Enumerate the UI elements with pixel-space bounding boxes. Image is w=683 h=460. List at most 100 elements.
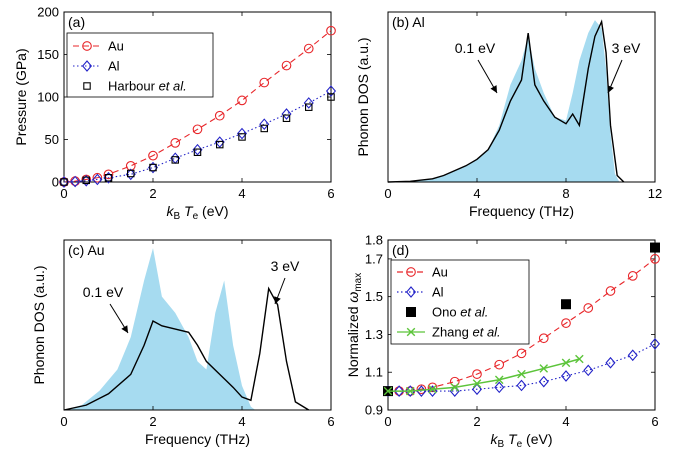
legend-marker: [405, 286, 417, 298]
y-axis-label: Phonon DOS (a.u.): [355, 37, 371, 156]
data-point: [472, 369, 482, 379]
data-point: [561, 299, 571, 310]
data-point: [561, 318, 571, 328]
x-tick-label: 4: [238, 186, 245, 201]
data-point: [238, 133, 246, 141]
panel-label: (a): [68, 14, 85, 30]
data-point: [428, 384, 437, 394]
data-point: [494, 381, 505, 394]
plot-frame: [387, 11, 656, 183]
annotation-arrowhead: [274, 296, 281, 304]
data-point: [538, 333, 549, 344]
legend-label: Al: [432, 285, 444, 300]
x-tick-label: 2: [149, 186, 156, 201]
data-point: [561, 358, 571, 368]
data-point: [450, 383, 460, 392]
data-point: [325, 85, 337, 97]
panel-c: 0 2 4 6 (c) Au 0.1 eV 3 eV Frequency (THz) Phono…: [31, 239, 335, 447]
data-point: [326, 25, 336, 36]
data-point: [304, 103, 313, 111]
data-point: [494, 375, 504, 385]
legend-marker: [83, 82, 91, 90]
data-point: [92, 173, 103, 186]
data-point: [627, 271, 638, 281]
dos-line-3ev: [387, 19, 625, 183]
data-point: [214, 136, 225, 148]
legend-box: [390, 259, 530, 345]
data-point: [148, 150, 158, 161]
y-tick-label: 1.1: [365, 365, 383, 380]
x-axis-label: kB Te (eV): [166, 203, 228, 222]
data-point: [281, 60, 292, 71]
legend-label: Au: [108, 39, 124, 54]
x-axis-label: kB Te (eV): [490, 431, 552, 450]
x-tick-label: 6: [327, 414, 334, 429]
data-point: [170, 138, 181, 148]
y-tick-label: 50: [45, 132, 59, 147]
x-tick-label: 2: [473, 414, 480, 429]
data-point: [650, 254, 660, 264]
x-tick-label: 4: [562, 414, 569, 429]
y-axis-label: Normalized ωmax: [345, 273, 364, 378]
y-tick-label: 1.8: [365, 233, 383, 248]
data-point: [605, 356, 616, 369]
x-tick-label: 0: [384, 186, 391, 201]
legend-marker: [406, 327, 416, 337]
data-point: [472, 379, 482, 388]
legend-label: Harbour et al.: [108, 79, 187, 94]
data-point: [193, 148, 202, 157]
data-point: [649, 338, 661, 350]
legend-label: Ono et al.: [432, 305, 488, 320]
panel-b: 0 4 8 12 (b) Al 0.1 eV 3 eV Frequency (THz) Phon…: [355, 11, 662, 219]
data-point: [327, 93, 335, 101]
data-point: [92, 172, 103, 183]
data-point: [259, 77, 270, 88]
x-tick-label: 0: [60, 414, 67, 429]
x-axis-label: Frequency (THz): [145, 431, 250, 447]
data-point: [516, 379, 527, 392]
series-line: [63, 90, 332, 183]
data-point: [103, 169, 114, 180]
y-tick-label: 1.5: [365, 289, 383, 304]
data-point: [583, 303, 594, 313]
y-tick-label: 100: [37, 90, 59, 105]
data-point: [383, 386, 393, 396]
dos-area-0.1ev: [64, 248, 256, 410]
data-point: [149, 163, 157, 172]
legend-marker: [406, 307, 416, 317]
y-tick-label: 200: [37, 5, 59, 20]
series-line: [388, 358, 580, 392]
legend-marker: [82, 41, 92, 51]
panel-d: 0 2 4 6 0.9 1.1 1.3 1.5 1.7 1.8 (d) Au Al Ono et al. Z…: [345, 233, 661, 450]
dos-area-0.1ev: [388, 20, 620, 182]
panel-label: (c) Au: [68, 242, 105, 258]
annotation-label: 0.1 eV: [83, 284, 124, 300]
legend-box: [66, 32, 214, 98]
data-point: [538, 375, 549, 388]
annotation-arrowhead: [490, 85, 497, 93]
series-line: [388, 343, 656, 392]
legend: Au Al Harbour et al.: [66, 32, 214, 98]
data-point: [303, 97, 314, 109]
data-point: [216, 140, 224, 149]
x-tick-label: 6: [327, 186, 334, 201]
legend-marker: [81, 60, 93, 72]
x-tick-label: 8: [562, 186, 569, 201]
x-axis-label: Frequency (THz): [469, 203, 574, 219]
series-line: [63, 30, 332, 183]
x-tick-label: 4: [473, 186, 480, 201]
x-tick-label: 12: [648, 186, 662, 201]
plot-frame: [387, 239, 656, 411]
y-axis-label: Pressure (GPa): [13, 48, 29, 145]
data-point: [127, 169, 135, 178]
y-tick-label: 0.9: [365, 403, 383, 418]
y-tick-label: 150: [37, 47, 59, 62]
data-point: [516, 348, 527, 359]
data-point: [260, 124, 268, 133]
data-point: [192, 124, 203, 135]
data-point: [214, 110, 225, 121]
x-tick-label: 4: [238, 414, 245, 429]
data-point: [281, 108, 292, 120]
data-point: [627, 349, 638, 362]
